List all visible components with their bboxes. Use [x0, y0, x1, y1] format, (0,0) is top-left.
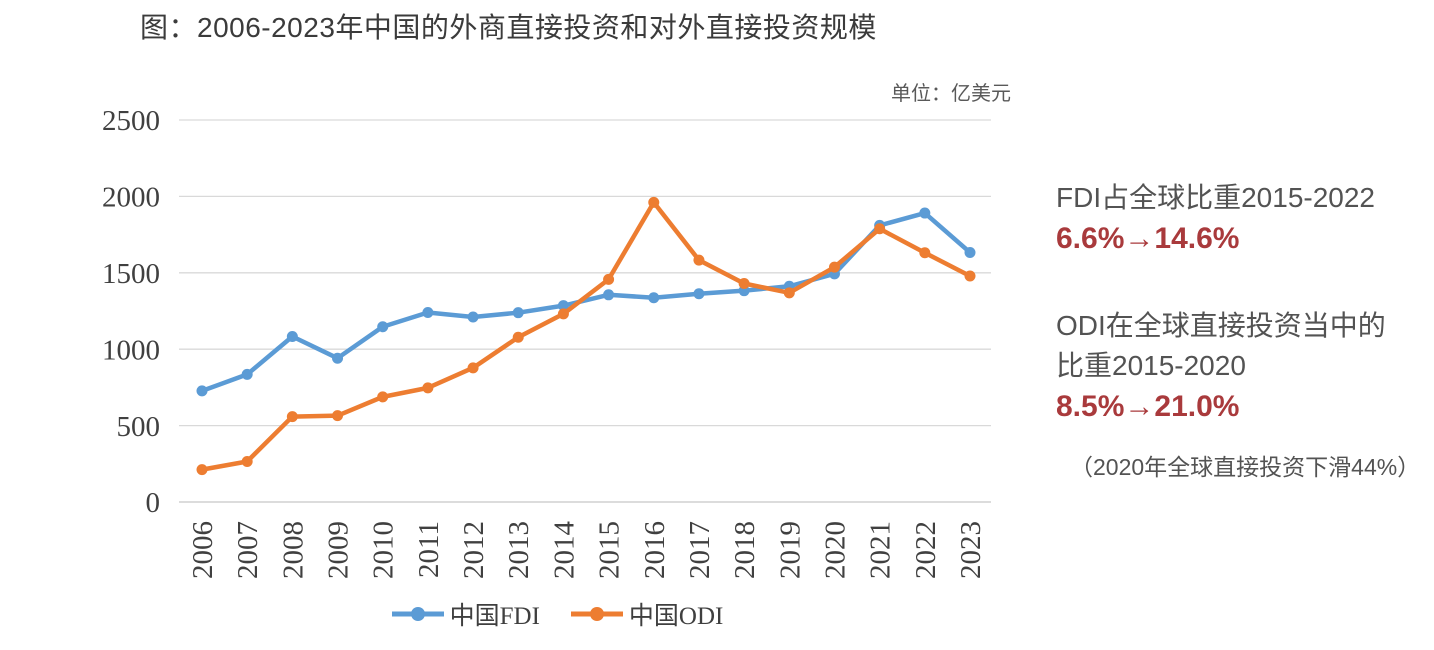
- series-line-fdi: [199, 210, 973, 394]
- data-point: [557, 300, 569, 312]
- page-title: 图：2006-2023年中国的外商直接投资和对外直接投资规模: [140, 12, 877, 43]
- x-tick-label: 2008: [277, 521, 309, 579]
- x-tick-label: 2016: [639, 521, 671, 579]
- data-point: [512, 307, 524, 319]
- y-tick-label: 2500: [102, 105, 160, 137]
- x-tick-label: 2007: [232, 521, 264, 579]
- fdi-line-marker-icon: [391, 607, 444, 621]
- x-tick-label: 2013: [503, 521, 535, 579]
- data-point: [377, 391, 389, 403]
- fdi-share-change: 6.6%→14.6%: [1056, 222, 1240, 255]
- data-point: [964, 270, 976, 282]
- chart-panel: 单位：亿美元 0 500 1000 1500 2000 2500 2006 2007 2008 2…: [56, 83, 1019, 650]
- data-point: [648, 196, 660, 208]
- unit-label: 单位：亿美元: [891, 83, 1011, 105]
- data-point: [783, 287, 795, 299]
- data-point: [286, 411, 298, 423]
- y-tick-label: 0: [146, 487, 161, 519]
- data-point: [693, 254, 705, 266]
- x-tick-label: 2019: [774, 521, 806, 579]
- x-tick-label: 2023: [955, 521, 987, 579]
- y-tick-label: 1500: [102, 258, 160, 290]
- annotation-sidebar: FDI占全球比重2015-2022 6.6%→14.6% ODI在全球直接投资当…: [1056, 180, 1434, 482]
- x-tick-label: 2022: [910, 521, 942, 579]
- data-point: [422, 307, 434, 319]
- series-line-odi: [199, 200, 973, 472]
- x-tick-label: 2015: [594, 521, 626, 579]
- data-point: [828, 261, 840, 273]
- line-chart-svg: 0 500 1000 1500 2000 2500 2006 2007 2008 2009 2010…: [102, 105, 991, 580]
- odi-line-marker-icon: [570, 607, 623, 621]
- data-point: [286, 331, 298, 343]
- data-point: [241, 368, 253, 380]
- fdi-share-heading: FDI占全球比重2015-2022: [1056, 182, 1376, 213]
- data-point: [332, 410, 344, 422]
- data-point: [874, 223, 886, 235]
- x-tick-label: 2021: [865, 521, 897, 579]
- data-point: [693, 288, 705, 300]
- y-tick-label: 2000: [102, 182, 160, 214]
- data-point: [557, 308, 569, 320]
- x-tick-label: 2010: [368, 521, 400, 579]
- x-tick-label: 2014: [548, 521, 580, 580]
- data-point: [964, 246, 976, 258]
- x-tick-label: 2006: [187, 521, 219, 579]
- data-point: [196, 385, 208, 397]
- data-point: [648, 292, 660, 304]
- data-point: [467, 362, 479, 374]
- data-point: [603, 289, 615, 301]
- x-tick-label: 2009: [323, 521, 355, 579]
- data-point: [467, 311, 479, 323]
- x-tick-label: 2018: [729, 521, 761, 579]
- data-point: [919, 207, 931, 219]
- odi-share-heading-line2: 比重2015-2020: [1056, 350, 1246, 381]
- x-tick-label: 2020: [819, 521, 851, 579]
- x-tick-label: 2017: [684, 521, 716, 579]
- data-point: [332, 352, 344, 364]
- data-point: [512, 331, 524, 343]
- data-point: [603, 273, 615, 285]
- data-point: [241, 456, 253, 468]
- x-tick-label: 2011: [413, 521, 445, 578]
- data-point: [919, 247, 931, 259]
- legend-label-china-odi: 中国ODI: [628, 603, 724, 630]
- legend-item-china-odi: 中国ODI: [570, 596, 723, 632]
- data-point: [196, 464, 208, 476]
- odi-share-change: 8.5%→21.0%: [1056, 390, 1240, 423]
- chart-legend: 中国FDI 中国ODI: [151, 597, 963, 631]
- legend-item-china-fdi: 中国FDI: [391, 596, 540, 632]
- global-fdi-decline-note: （2020年全球直接投资下滑44%）: [1070, 454, 1421, 480]
- data-point: [422, 382, 434, 394]
- y-tick-label: 1000: [102, 334, 160, 366]
- data-point: [377, 321, 389, 333]
- x-tick-label: 2012: [458, 521, 490, 579]
- y-tick-label: 500: [117, 411, 161, 443]
- odi-share-heading-line1: ODI在全球直接投资当中的: [1056, 310, 1386, 341]
- data-point: [738, 277, 750, 289]
- legend-label-china-fdi: 中国FDI: [449, 603, 540, 630]
